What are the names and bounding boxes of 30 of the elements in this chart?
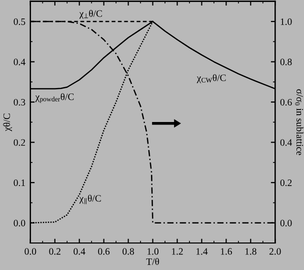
x-tick-label: 1.8 <box>245 248 256 255</box>
annotation: χ$_{CW}$θ/C <box>196 74 226 84</box>
x-tick-label: 0.4 <box>74 248 86 255</box>
x-tick-label: 0.2 <box>49 248 60 255</box>
annotation: χ$_{∥}$θ/C <box>79 194 101 204</box>
y2-axis-title: σ/σ$_{0}$ in sublattice <box>295 89 304 156</box>
y-tick-label: 0.3 <box>14 98 26 106</box>
y-tick-label: 0.5 <box>14 18 26 25</box>
y-tick-label: 0.4 <box>14 58 26 66</box>
y-tick-label: 0.2 <box>14 139 26 146</box>
y2-tick-label: 0.0 <box>280 220 292 226</box>
y2-tick-label: 1.0 <box>280 18 292 25</box>
x-tick-label: 1.6 <box>220 248 232 255</box>
x-tick-label: 0.6 <box>98 248 110 255</box>
x-tick-label: 1.2 <box>172 248 183 255</box>
y2-tick-label: 0.4 <box>280 139 292 146</box>
y-axis-title: χθ/C <box>3 114 12 132</box>
x-tick-label: 1.0 <box>148 248 158 255</box>
y2-tick-label: 0.2 <box>280 179 292 186</box>
x-tick-label: 1.4 <box>196 248 208 255</box>
annotation: χ$_{⊥}$θ/C <box>79 10 102 19</box>
y-tick-label: 0.1 <box>14 179 25 186</box>
x-tick-label: 2.0 <box>269 248 281 255</box>
y-tick-label: 0.0 <box>14 220 26 226</box>
x-tick-label: 0.0 <box>24 248 36 255</box>
y2-tick-label: 0.8 <box>280 58 292 66</box>
y2-tick-label: 0.6 <box>280 98 292 106</box>
x-axis-title: T/θ <box>146 258 159 265</box>
annotation: χ$_{powder}$θ/C <box>35 93 74 103</box>
x-tick-label: 0.8 <box>122 248 134 255</box>
